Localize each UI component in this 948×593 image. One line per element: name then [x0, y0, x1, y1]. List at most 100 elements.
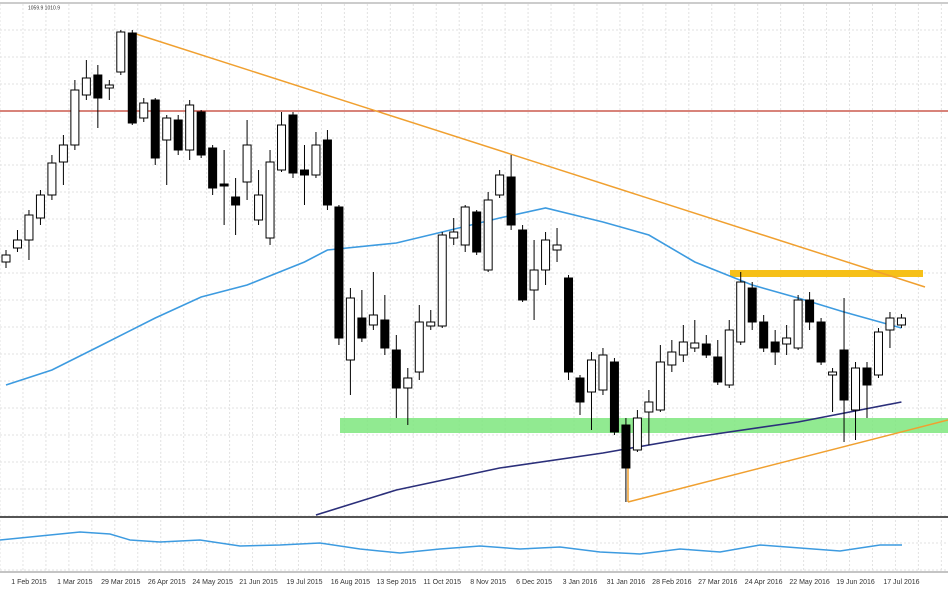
- candle-body: [575, 377, 585, 403]
- candle-body: [242, 144, 252, 183]
- candle-body: [70, 89, 80, 146]
- candle-body: [690, 342, 700, 349]
- x-tick-label: 24 May 2015: [192, 579, 233, 586]
- x-axis-labels: 1 Feb 2015 1 Mar 2015 29 Mar 2015 26 Apr 20…: [11, 579, 919, 586]
- candle-body: [495, 174, 505, 196]
- candle-body: [116, 31, 126, 73]
- x-tick-label: 19 Jun 2016: [836, 579, 875, 586]
- x-tick-label: 13 Sep 2015: [376, 579, 416, 586]
- candle-body: [644, 401, 654, 413]
- x-tick-label: 16 Aug 2015: [331, 579, 370, 586]
- candle-body: [93, 74, 103, 99]
- moving-average: [315, 401, 902, 516]
- candle-body: [47, 162, 57, 196]
- candle-body: [896, 317, 906, 326]
- candle-body: [219, 183, 229, 187]
- candle-body: [552, 244, 562, 251]
- x-tick-label: 11 Oct 2015: [423, 579, 461, 586]
- candle-body: [678, 341, 688, 356]
- candle-body: [564, 277, 574, 373]
- candle-body: [472, 211, 482, 253]
- grid: [0, 4, 948, 572]
- support-zone: [340, 418, 948, 433]
- x-tick-label: 8 Nov 2015: [470, 579, 506, 586]
- candle-body: [265, 161, 275, 239]
- header-text: 1059.9 1010.9: [28, 5, 60, 11]
- candle-body: [873, 331, 883, 376]
- x-tick-label: 22 May 2016: [789, 579, 830, 586]
- candle-body: [357, 317, 367, 339]
- candle-body: [609, 361, 619, 433]
- x-tick-label: 26 Apr 2015: [148, 579, 186, 586]
- candle-body: [127, 32, 137, 124]
- candle-body: [701, 343, 711, 356]
- candle-body: [793, 299, 803, 349]
- candle-body: [839, 349, 849, 401]
- candle-body: [460, 206, 470, 246]
- candle-body: [345, 297, 355, 361]
- candle-body: [598, 354, 608, 391]
- candle-body: [277, 124, 287, 171]
- candle-body: [724, 329, 734, 386]
- x-tick-label: 29 Mar 2015: [101, 579, 140, 586]
- x-tick-label: 21 Jun 2015: [239, 579, 278, 586]
- indicator-line: [0, 531, 902, 555]
- candle-body: [208, 147, 218, 189]
- candle-body: [391, 349, 401, 389]
- candle-body: [529, 269, 539, 291]
- candle-body: [173, 119, 183, 151]
- candle-body: [196, 111, 206, 156]
- candle-body: [782, 337, 792, 345]
- candle-body: [12, 239, 22, 249]
- x-tick-label: 17 Jul 2016: [883, 579, 919, 586]
- candle-body: [506, 176, 516, 226]
- candle-body: [483, 199, 493, 271]
- candle-body: [185, 104, 195, 151]
- x-tick-label: 6 Dec 2015: [516, 579, 552, 586]
- candle-body: [713, 356, 723, 383]
- trend-line: [132, 32, 926, 288]
- candle-body: [426, 321, 436, 327]
- candle-body: [368, 314, 378, 326]
- candle-body: [747, 287, 757, 323]
- candle-body: [437, 234, 447, 327]
- candle-body: [736, 281, 746, 343]
- x-tick-label: 24 Apr 2016: [745, 579, 783, 586]
- candle-body: [518, 229, 528, 301]
- candle-body: [81, 77, 91, 96]
- x-tick-label: 27 Mar 2016: [698, 579, 737, 586]
- candle-body: [449, 231, 459, 239]
- candle-body: [770, 341, 780, 353]
- plot: [1, 30, 906, 516]
- candle-body: [334, 206, 344, 339]
- x-tick-label: 19 Jul 2015: [286, 579, 322, 586]
- candle-body: [162, 117, 172, 141]
- candle-body: [632, 417, 642, 451]
- candle-body: [288, 114, 298, 174]
- candle-body: [139, 102, 149, 119]
- x-tick-label: 1 Feb 2015: [11, 579, 47, 586]
- candle-body: [231, 196, 241, 206]
- trend-line: [627, 419, 948, 503]
- candle-body: [586, 359, 596, 393]
- candle-body: [254, 194, 264, 221]
- candle-body: [667, 351, 677, 366]
- candle-body: [828, 371, 838, 376]
- candle-body: [403, 377, 413, 389]
- candle-body: [621, 424, 631, 469]
- candle-body: [1, 254, 11, 263]
- candle-body: [541, 239, 551, 271]
- candle-body: [35, 194, 45, 219]
- candle-body: [311, 144, 321, 176]
- candle-body: [380, 319, 390, 349]
- candle-body: [150, 99, 160, 159]
- candle-body: [805, 299, 815, 323]
- x-tick-label: 3 Jan 2016: [563, 579, 598, 586]
- candle-body: [322, 139, 332, 206]
- x-tick-label: 31 Jan 2016: [607, 579, 646, 586]
- x-tick-label: 1 Mar 2015: [57, 579, 93, 586]
- candle-body: [851, 367, 861, 411]
- resistance-zone: [730, 270, 923, 277]
